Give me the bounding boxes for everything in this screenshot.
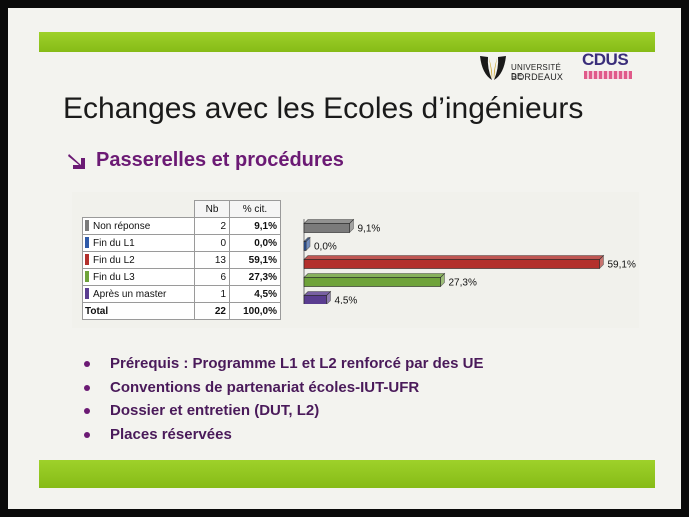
bar-data-label: 27,3% xyxy=(449,278,477,289)
category-label: Fin du L2 xyxy=(93,255,135,266)
legend-swatch xyxy=(85,237,89,248)
table-total-row: Total 22 100,0% xyxy=(82,302,281,320)
total-label: Total xyxy=(82,302,195,320)
results-table: Nb % cit. Non réponse 2 9,1% Fin du L1 0 0,0%… xyxy=(82,200,281,320)
row-pct: 9,1% xyxy=(229,217,281,235)
bullet-item: Conventions de partenariat écoles-IUT-UF… xyxy=(82,377,483,401)
university-emblem-icon xyxy=(480,56,506,80)
cdus-logo-pattern xyxy=(584,71,632,79)
bar xyxy=(303,218,355,234)
row-label: Fin du L2 xyxy=(82,251,195,269)
bar-data-label: 4,5% xyxy=(335,296,358,305)
table-corner xyxy=(82,200,195,218)
arrow-down-right-icon xyxy=(68,154,85,169)
bar xyxy=(303,272,446,288)
section-heading-text: Passerelles et procédures xyxy=(96,149,344,171)
bullet-dot xyxy=(84,361,90,367)
slide: UNIVERSITÉ DE BORDEAUX CDUS Echanges ave… xyxy=(8,8,681,509)
row-label: Fin du L3 xyxy=(82,268,195,286)
bottom-accent-bar xyxy=(39,460,655,488)
category-label: Fin du L3 xyxy=(93,272,135,283)
bullet-item: Prérequis : Programme L1 et L2 renforcé … xyxy=(82,353,483,377)
bar-data-label: 9,1% xyxy=(358,224,381,235)
bar-data-label: 0,0% xyxy=(314,242,337,253)
cdus-logo: CDUS xyxy=(580,50,640,86)
legend-swatch xyxy=(85,220,89,231)
logo-text-line2: BORDEAUX xyxy=(511,72,564,82)
row-pct: 59,1% xyxy=(229,251,281,269)
bullet-dot xyxy=(84,408,90,414)
row-pct: 27,3% xyxy=(229,268,281,286)
universite-bordeaux-logo: UNIVERSITÉ DE BORDEAUX xyxy=(478,54,574,84)
bullet-dot xyxy=(84,431,90,438)
bullet-list: Prérequis : Programme L1 et L2 renforcé … xyxy=(82,353,483,447)
row-label: Après un master xyxy=(82,285,195,303)
row-label: Fin du L1 xyxy=(82,234,195,252)
legend-swatch xyxy=(85,288,89,299)
cdus-wordmark: CDUS xyxy=(582,50,629,69)
row-count: 13 xyxy=(194,251,230,269)
bar-chart: 9,1% 0,0% 59,1% 27,3% 4,5% xyxy=(303,218,636,305)
table-row: Non réponse 2 9,1% xyxy=(82,217,281,235)
column-header-nb: Nb xyxy=(194,200,230,218)
total-pct: 100,0% xyxy=(229,302,281,320)
table-row: Fin du L1 0 0,0% xyxy=(82,234,281,252)
slide-title: Echanges avec les Ecoles d’ingénieurs xyxy=(63,92,584,125)
logo-text-line1: UNIVERSITÉ DE xyxy=(511,63,562,81)
row-count: 1 xyxy=(194,285,230,303)
bullet-text: Prérequis : Programme L1 et L2 renforcé … xyxy=(110,355,484,372)
category-label: Non réponse xyxy=(93,221,151,232)
legend-swatch xyxy=(85,271,89,282)
row-label: Non réponse xyxy=(82,217,195,235)
table-row: Après un master 1 4,5% xyxy=(82,285,281,303)
row-pct: 4,5% xyxy=(229,285,281,303)
category-label: Fin du L1 xyxy=(93,238,135,249)
column-header-pct: % cit. xyxy=(229,200,281,218)
bullet-text: Dossier et entretien (DUT, L2) xyxy=(110,402,320,419)
bullet-item: Dossier et entretien (DUT, L2) xyxy=(82,400,483,424)
row-count: 2 xyxy=(194,217,230,235)
total-count: 22 xyxy=(194,302,230,320)
bar xyxy=(303,254,605,270)
bullet-text: Places réservées xyxy=(110,425,232,443)
table-row: Fin du L2 13 59,1% xyxy=(82,251,281,269)
bar xyxy=(303,236,311,252)
bullet-text: Conventions de partenariat écoles-IUT-UF… xyxy=(110,378,420,396)
bar xyxy=(303,290,332,304)
table-row: Fin du L3 6 27,3% xyxy=(82,268,281,286)
top-accent-bar xyxy=(39,32,655,52)
bullet-dot xyxy=(84,384,90,391)
bar-data-label: 59,1% xyxy=(608,260,636,271)
category-label: Après un master xyxy=(93,289,167,300)
row-pct: 0,0% xyxy=(229,234,281,252)
legend-swatch xyxy=(85,254,89,265)
row-count: 6 xyxy=(194,268,230,286)
bullet-item: Places réservées xyxy=(82,424,483,448)
row-count: 0 xyxy=(194,234,230,252)
results-chart: Nb % cit. Non réponse 2 9,1% Fin du L1 0 0,0%… xyxy=(72,192,639,328)
